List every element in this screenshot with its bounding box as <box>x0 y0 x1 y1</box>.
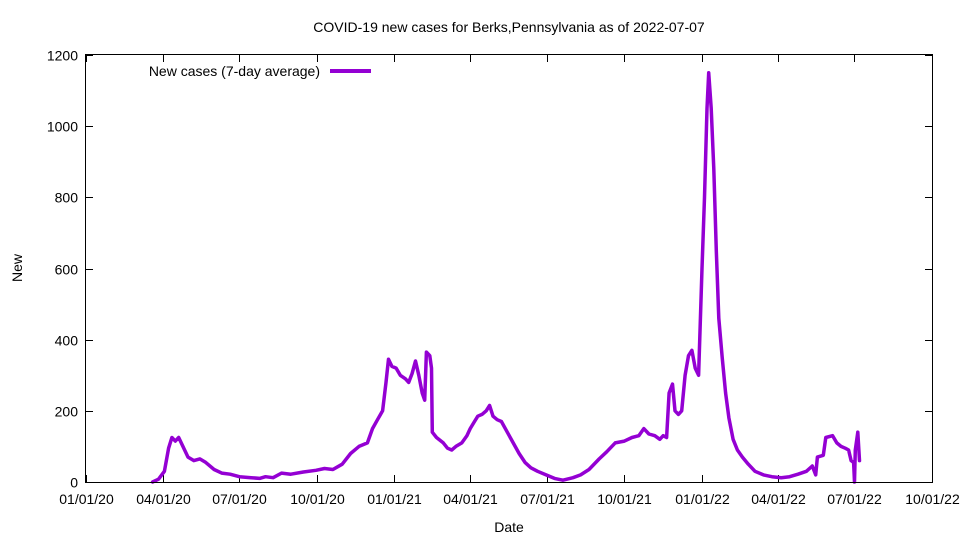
y-tick-label: 200 <box>55 404 79 420</box>
x-tick-label: 10/01/22 <box>905 491 960 507</box>
x-tick-label: 01/01/20 <box>59 491 114 507</box>
series-line <box>150 71 862 484</box>
x-tick-label: 01/01/21 <box>367 491 422 507</box>
y-tick-label: 400 <box>55 333 79 349</box>
x-tick-label: 07/01/22 <box>827 491 882 507</box>
x-tick-label: 04/01/21 <box>443 491 498 507</box>
x-axis-label: Date <box>494 519 524 535</box>
plot-frame <box>85 54 933 483</box>
x-tick-label: 10/01/21 <box>597 491 652 507</box>
y-tick-label: 800 <box>55 190 79 206</box>
x-tick-label: 07/01/20 <box>212 491 267 507</box>
y-axis-label: New <box>9 253 25 282</box>
y-tick-label: 1200 <box>47 48 78 64</box>
legend: New cases (7-day average) <box>149 63 371 79</box>
x-tick-label: 04/01/22 <box>751 491 806 507</box>
x-tick-label: 04/01/20 <box>136 491 191 507</box>
legend-label: New cases (7-day average) <box>149 63 320 79</box>
y-tick-label: 1000 <box>47 119 78 135</box>
x-tick-label: 01/01/22 <box>675 491 730 507</box>
y-tick-label: 0 <box>70 475 78 491</box>
chart-title: COVID-19 new cases for Berks,Pennsylvani… <box>313 19 705 35</box>
series-layer <box>150 71 862 484</box>
y-tick-label: 600 <box>55 262 79 278</box>
x-tick-label: 07/01/21 <box>520 491 575 507</box>
axis-ticks: 0 200 400 600 800 1000 1200 01/01/20 04/01/20 07/… <box>47 48 960 508</box>
x-tick-label: 10/01/20 <box>290 491 345 507</box>
